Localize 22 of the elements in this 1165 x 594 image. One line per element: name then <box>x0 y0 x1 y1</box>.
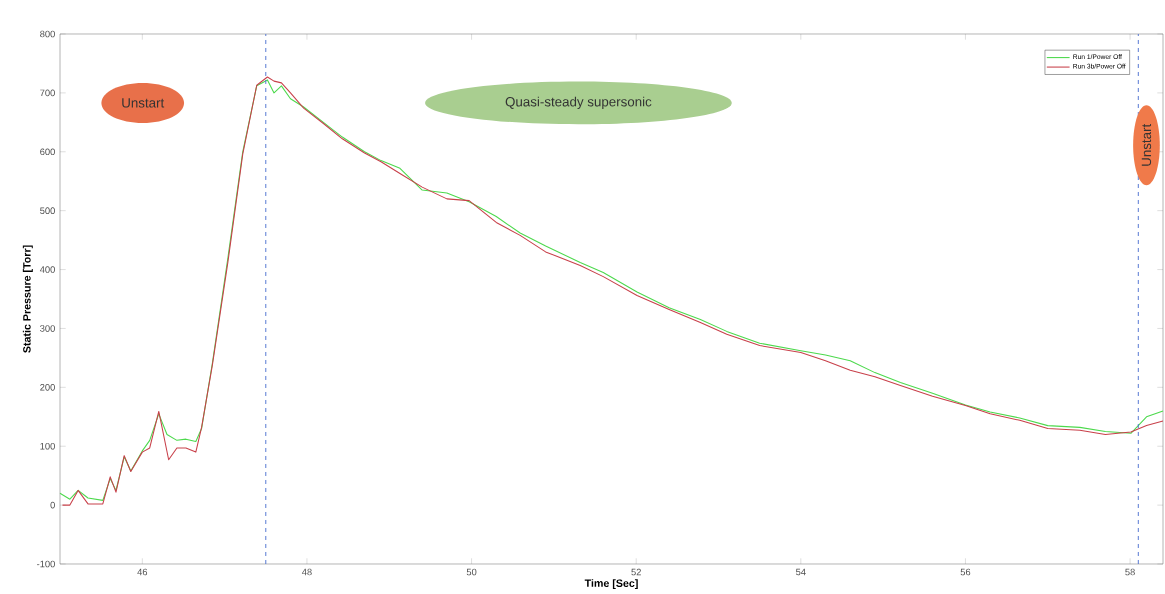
x-tick-label: 48 <box>301 568 312 576</box>
y-tick-label: 100 <box>40 442 55 450</box>
y-tick-label: 300 <box>40 325 55 332</box>
x-tick-label: 58 <box>1125 568 1135 576</box>
y-tick-label: -100 <box>37 560 55 568</box>
y-tick-label: 600 <box>40 148 55 156</box>
x-tick-label: 50 <box>466 568 477 576</box>
annotation: Unstart <box>1141 123 1152 166</box>
x-tick-label: 56 <box>960 568 971 576</box>
y-axis-title: Static Pressure [Torr] <box>22 245 33 353</box>
annotation: Unstart <box>122 98 165 108</box>
y-tick-label: 500 <box>40 207 55 214</box>
y-tick-label: 0 <box>50 501 55 509</box>
y-tick-label: 800 <box>40 30 55 38</box>
x-tick-label: 46 <box>137 568 148 576</box>
y-tick-label: 700 <box>40 89 55 97</box>
x-axis-title: Time [Sec] <box>584 579 638 590</box>
y-tick-label: 200 <box>40 384 55 391</box>
x-tick-label: 52 <box>631 568 641 576</box>
x-tick-label: 54 <box>796 568 806 576</box>
annotation: Quasi-steady supersonic <box>505 96 652 110</box>
y-tick-label: 400 <box>39 266 55 273</box>
